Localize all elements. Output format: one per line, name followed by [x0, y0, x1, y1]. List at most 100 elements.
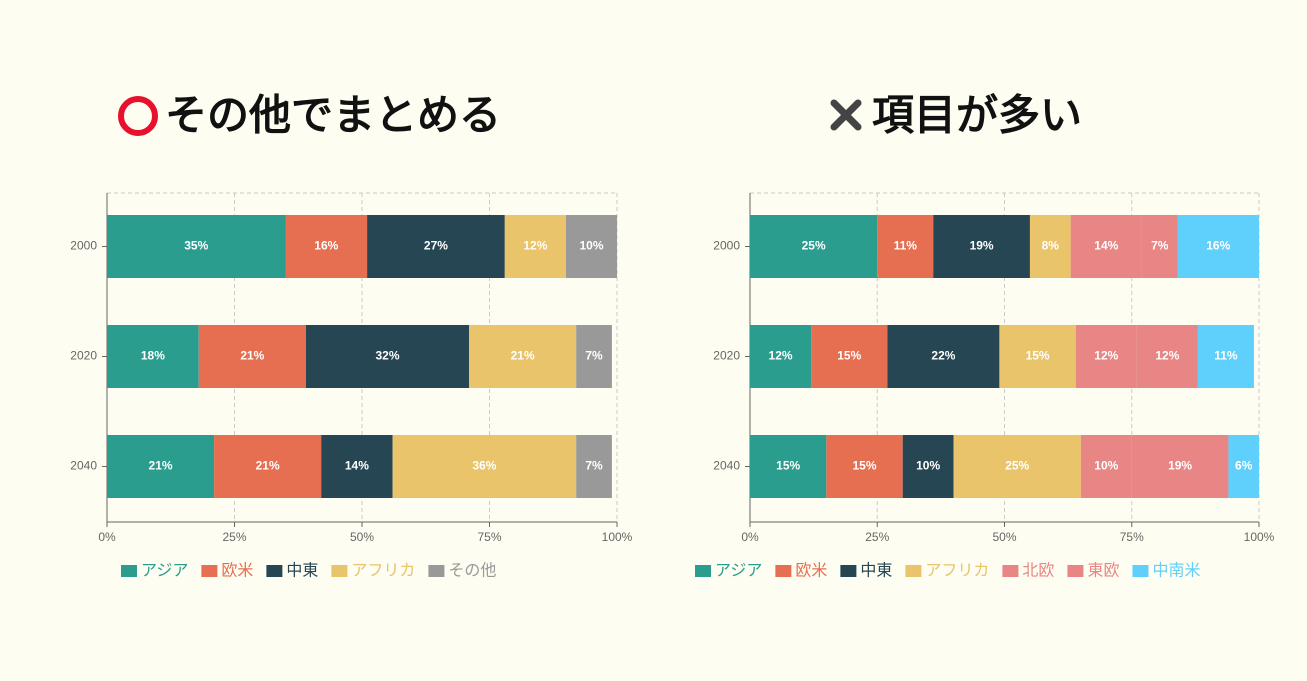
legend-label: アジア: [715, 561, 762, 580]
value-label: 19%: [970, 239, 994, 253]
value-label: 21%: [511, 349, 535, 363]
bar-segment: [214, 435, 322, 498]
bar-segment: [107, 435, 215, 498]
value-label: 15%: [776, 459, 800, 473]
x-tick-label: 50%: [992, 530, 1016, 544]
value-label: 11%: [894, 239, 918, 253]
legend-label: 欧米: [795, 561, 827, 580]
legend-swatch: [428, 565, 445, 577]
bar-segment: [1080, 435, 1132, 498]
x-tick-label: 25%: [865, 530, 889, 544]
value-label: 15%: [1026, 349, 1050, 363]
bar-segment: [504, 215, 566, 278]
value-label: 15%: [837, 349, 861, 363]
value-label: 21%: [240, 349, 264, 363]
bar-segment: [750, 435, 827, 498]
bar-segment: [750, 325, 812, 388]
bar-segment: [392, 435, 577, 498]
value-label: 14%: [345, 459, 369, 473]
x-tick-label: 50%: [350, 530, 374, 544]
value-label: 19%: [1168, 459, 1192, 473]
bar-segment: [198, 325, 306, 388]
value-label: 16%: [1206, 239, 1230, 253]
value-label: 22%: [931, 349, 955, 363]
value-label: 10%: [916, 459, 940, 473]
value-label: 27%: [424, 239, 448, 253]
bar-segment: [1070, 215, 1142, 278]
value-label: 8%: [1042, 239, 1060, 253]
x-tick-label: 100%: [602, 530, 633, 544]
value-label: 7%: [585, 349, 603, 363]
bar-segment: [1136, 325, 1198, 388]
x-tick-label: 75%: [1120, 530, 1144, 544]
value-label: 12%: [1155, 349, 1179, 363]
bar-segment: [1141, 215, 1178, 278]
chart-title: その他でまとめる: [165, 91, 501, 140]
value-label: 32%: [375, 349, 399, 363]
ng-icon: [830, 99, 862, 131]
bar-segment: [566, 215, 617, 278]
value-label: 12%: [1094, 349, 1118, 363]
chart-title: 項目が多い: [872, 91, 1082, 140]
bar-segment: [887, 325, 1000, 388]
bar-segment: [469, 325, 577, 388]
value-label: 7%: [1151, 239, 1169, 253]
legend-swatch: [201, 565, 218, 577]
legend-swatch: [1132, 565, 1149, 577]
bar-segment: [1228, 435, 1259, 498]
y-tick-label: 2040: [70, 459, 97, 473]
bar-segment: [999, 325, 1076, 388]
value-label: 10%: [579, 239, 603, 253]
legend-label: 中南米: [1152, 561, 1200, 580]
x-tick-label: 0%: [98, 530, 116, 544]
y-tick-label: 2020: [713, 349, 740, 363]
ok-icon: [118, 96, 158, 136]
legend-swatch: [905, 565, 922, 577]
value-label: 7%: [585, 459, 603, 473]
value-label: 11%: [1214, 349, 1238, 363]
value-label: 14%: [1094, 239, 1118, 253]
x-tick-label: 100%: [1244, 530, 1275, 544]
bar-segment: [305, 325, 470, 388]
legend-swatch: [266, 565, 283, 577]
value-label: 16%: [314, 239, 338, 253]
bar-segment: [1177, 215, 1259, 278]
x-tick-label: 25%: [222, 530, 246, 544]
bar-segment: [902, 435, 954, 498]
legend-swatch: [840, 565, 857, 577]
bar-segment: [1131, 435, 1229, 498]
value-label: 10%: [1094, 459, 1118, 473]
bar-segment: [107, 325, 199, 388]
legend-label: 中東: [860, 561, 892, 580]
value-label: 6%: [1235, 459, 1253, 473]
value-label: 25%: [802, 239, 826, 253]
bar-segment: [576, 435, 612, 498]
value-label: 36%: [472, 459, 496, 473]
y-tick-label: 2000: [70, 239, 97, 253]
legend-label: アジア: [141, 561, 188, 580]
value-label: 12%: [769, 349, 793, 363]
y-tick-label: 2040: [713, 459, 740, 473]
x-tick-label: 0%: [741, 530, 759, 544]
legend-label: アフリカ: [351, 561, 415, 580]
legend-label: その他: [448, 561, 496, 580]
bar-segment: [321, 435, 393, 498]
y-tick-label: 2000: [713, 239, 740, 253]
value-label: 15%: [853, 459, 877, 473]
legend-label: 東欧: [1087, 561, 1119, 580]
y-tick-label: 2020: [70, 349, 97, 363]
value-label: 21%: [256, 459, 280, 473]
legend-swatch: [331, 565, 348, 577]
legend-swatch: [775, 565, 792, 577]
bar-segment: [1029, 215, 1071, 278]
legend-label: 中東: [286, 561, 318, 580]
x-tick-label: 75%: [477, 530, 501, 544]
legend-label: 欧米: [221, 561, 253, 580]
bar-segment: [1075, 325, 1137, 388]
legend-label: 北欧: [1022, 561, 1054, 580]
bar-segment: [877, 215, 934, 278]
bar-segment: [826, 435, 903, 498]
value-label: 12%: [523, 239, 547, 253]
bar-segment: [576, 325, 612, 388]
